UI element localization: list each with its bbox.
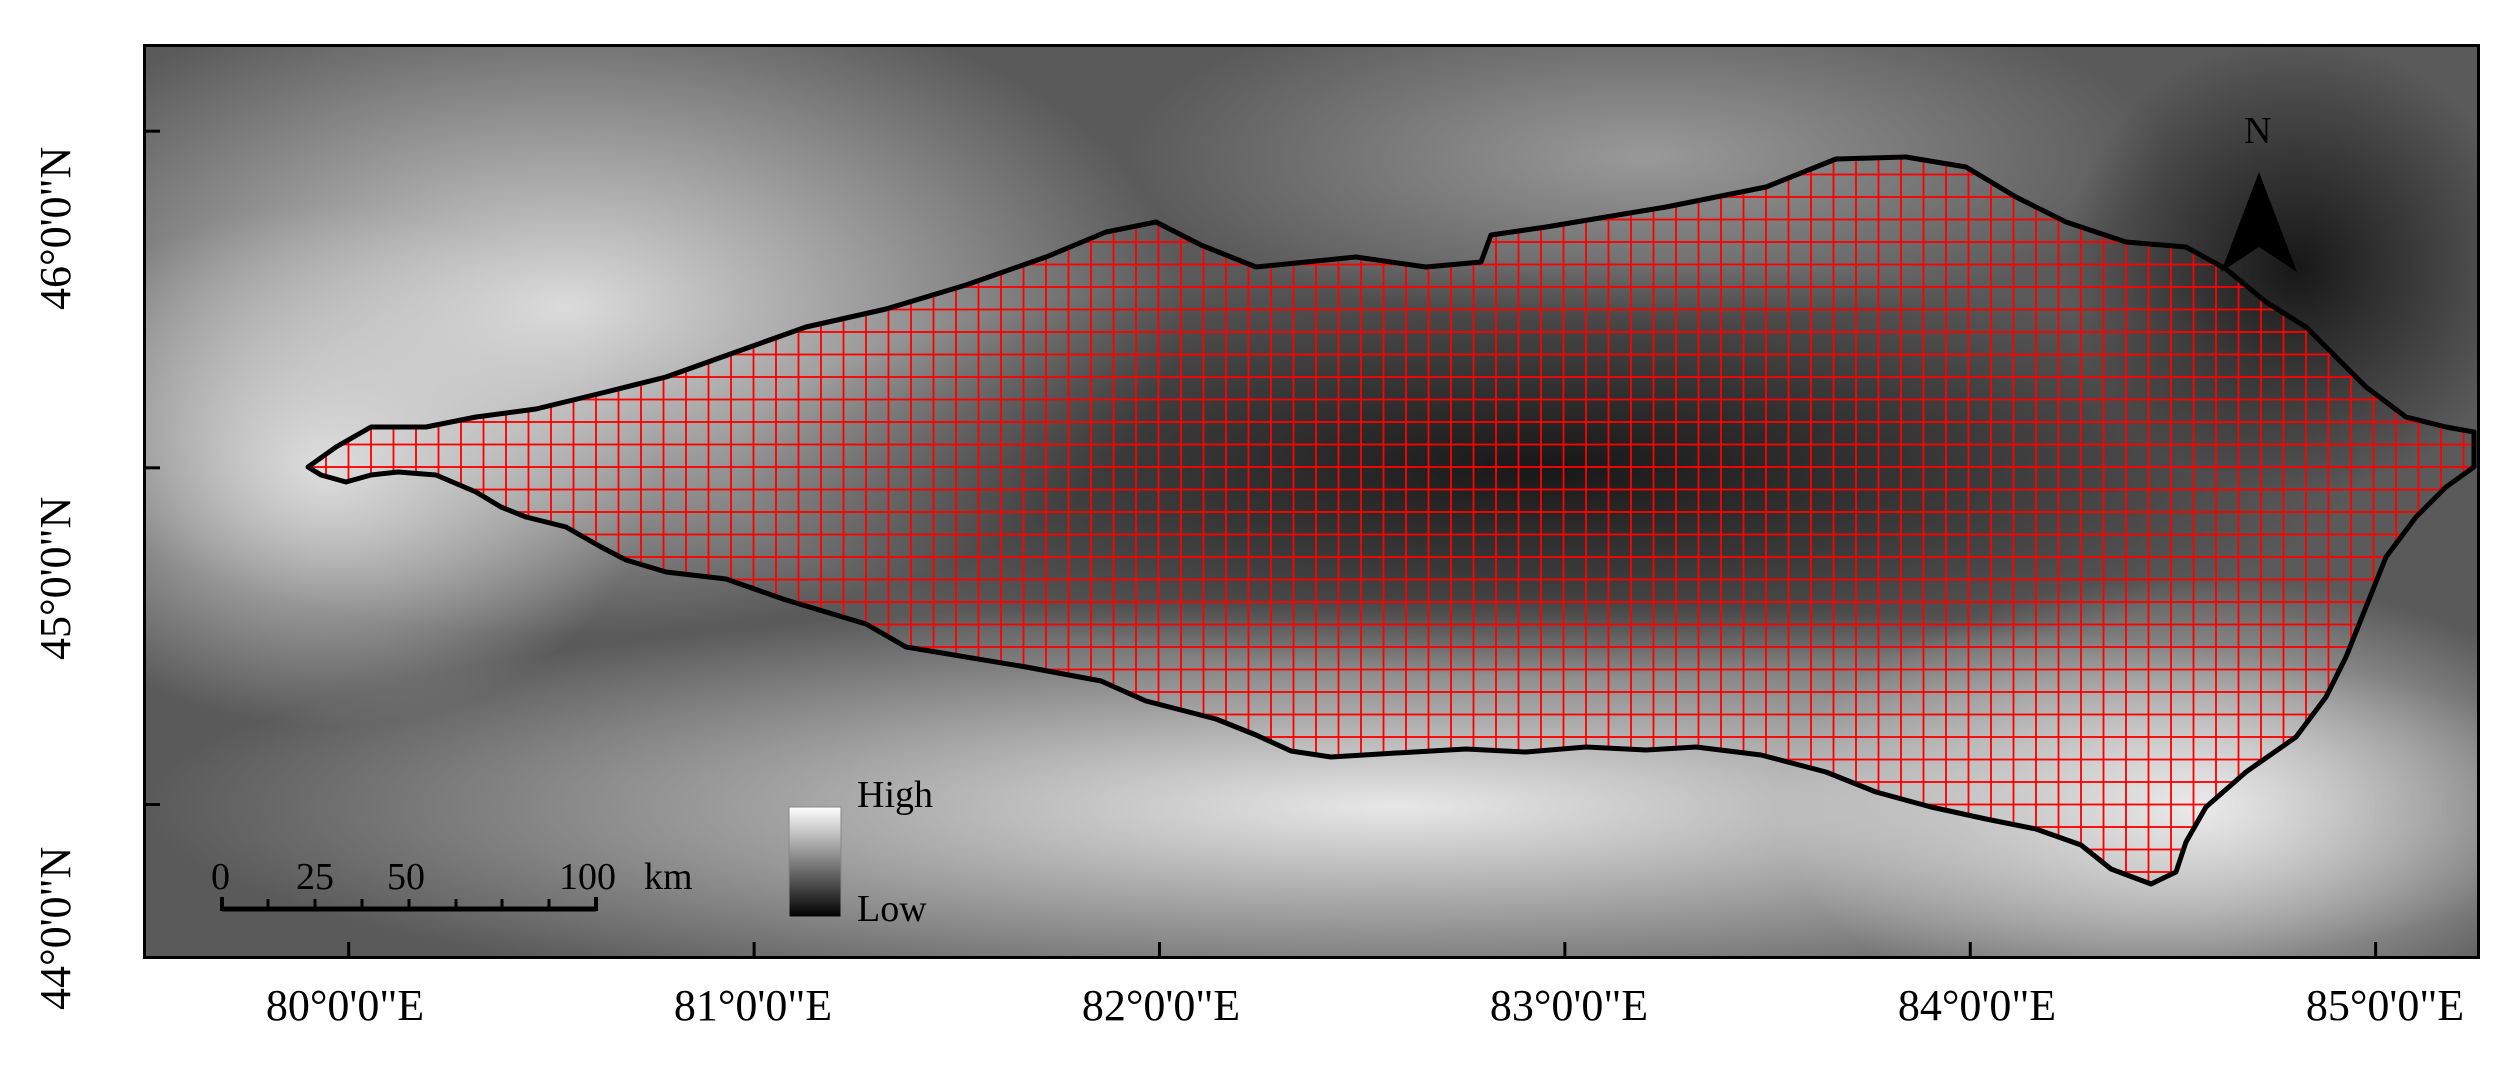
legend-low-label: Low: [857, 888, 927, 930]
scale-bar: [220, 897, 598, 912]
north-arrow-label: N: [2244, 110, 2272, 152]
x-tick-label-81E: 81°0'0"E: [673, 981, 833, 1030]
y-tick-label-46N: 46°0'0"N: [31, 146, 80, 310]
scale-bar-label-50: 50: [387, 856, 425, 898]
x-tick-label-80E: 80°0'0"E: [265, 981, 425, 1030]
x-tick-label-82E: 82°0'0"E: [1081, 981, 1241, 1030]
scale-bar-label-100: 100: [559, 856, 616, 898]
basin-boundary: [305, 154, 2477, 887]
north-arrow-icon: [2221, 172, 2297, 272]
dem-east-basin: [2066, 47, 2477, 497]
scale-bar-label-0: 0: [211, 856, 230, 898]
x-tick-label-83E: 83°0'0"E: [1489, 981, 1649, 1030]
map-frame: N High Low 0 25 50 100 km: [143, 44, 2480, 959]
dem-map: [146, 47, 2477, 956]
elevation-legend-ramp: [788, 806, 842, 918]
dem-northeast-hills: [1126, 47, 2166, 327]
legend-high-label: High: [857, 774, 933, 816]
y-tick-label-45N: 45°0'0"N: [31, 496, 80, 660]
scale-bar-label-25: 25: [296, 856, 334, 898]
x-tick-label-85E: 85°0'0"E: [2305, 981, 2465, 1030]
grid-cell-3722: [2462, 421, 2474, 446]
north-arrow: [2221, 172, 2297, 272]
scale-bar-unit: km: [644, 856, 693, 898]
x-tick-label-84E: 84°0'0"E: [1897, 981, 2057, 1030]
y-tick-label-44N: 44°0'0"N: [31, 846, 80, 1010]
grid-cell-3723: [2462, 443, 2474, 468]
